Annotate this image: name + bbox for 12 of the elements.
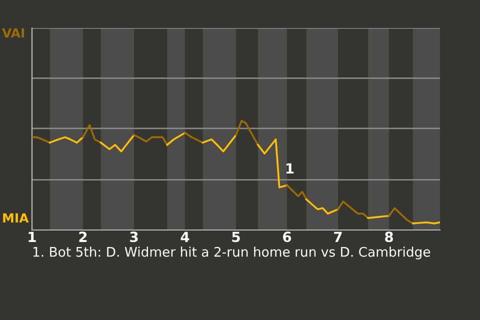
- text: VAI: [2, 28, 24, 38]
- x-tick-label: 3: [130, 232, 138, 242]
- x-tick-label: 6: [283, 232, 292, 242]
- x-tick-label: 5: [232, 232, 240, 242]
- x-tick-label: 2: [79, 232, 87, 242]
- x-tick-label: 8: [385, 232, 393, 242]
- text: 1. Bot 5th: D. Widmer hit a 2-run home run vs D. Cambridge: [33, 246, 430, 260]
- annotation: 1: [286, 163, 294, 174]
- x-tick-label: 4: [180, 232, 190, 242]
- x-tick-label: 7: [334, 232, 342, 242]
- x-tick-label: 1: [28, 232, 36, 242]
- text: MIA: [3, 213, 29, 222]
